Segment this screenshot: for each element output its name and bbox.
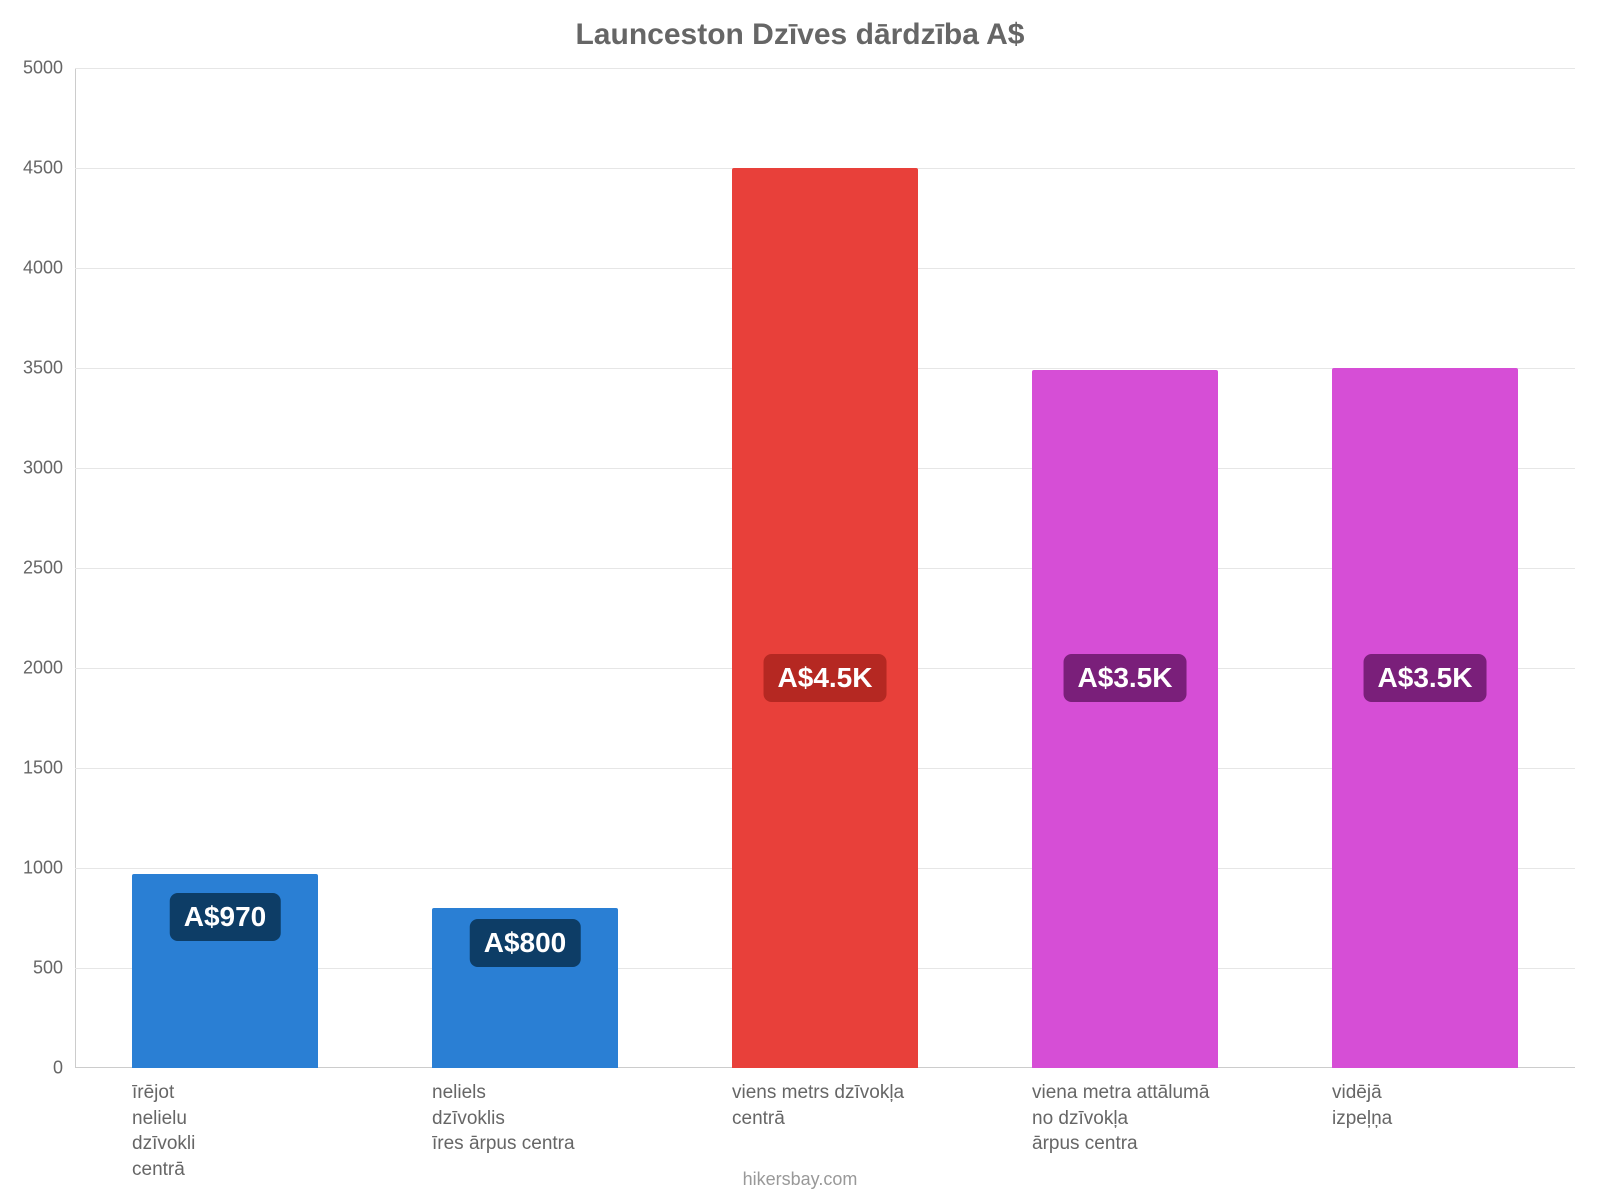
y-tick-label: 3000 bbox=[0, 458, 63, 479]
bar bbox=[732, 168, 918, 1068]
chart-title: Launceston Dzīves dārdzība A$ bbox=[0, 18, 1600, 52]
bar bbox=[1332, 368, 1518, 1068]
gridline bbox=[75, 68, 1575, 69]
y-tick-label: 500 bbox=[0, 958, 63, 979]
value-badge: A$970 bbox=[170, 893, 281, 941]
value-badge: A$3.5K bbox=[1064, 654, 1187, 702]
value-badge: A$4.5K bbox=[764, 654, 887, 702]
y-tick-label: 2500 bbox=[0, 558, 63, 579]
x-tick-label: īrējot nelielu dzīvokli centrā bbox=[132, 1080, 378, 1183]
x-tick-label: neliels dzīvoklis īres ārpus centra bbox=[432, 1080, 678, 1157]
x-tick-label: viena metra attālumā no dzīvokļa ārpus c… bbox=[1032, 1080, 1278, 1157]
y-tick-label: 3500 bbox=[0, 358, 63, 379]
bar bbox=[1032, 370, 1218, 1068]
y-tick-label: 0 bbox=[0, 1058, 63, 1079]
y-tick-label: 5000 bbox=[0, 58, 63, 79]
cost-of-living-chart: Launceston Dzīves dārdzība A$ A$970 A$800… bbox=[0, 0, 1600, 1200]
x-tick-label: viens metrs dzīvokļa centrā bbox=[732, 1080, 978, 1131]
y-tick-label: 1500 bbox=[0, 758, 63, 779]
y-tick-label: 2000 bbox=[0, 658, 63, 679]
plot-area: A$970 A$800 A$4.5K A$3.5K A$3.5K bbox=[75, 68, 1575, 1068]
y-tick-label: 4000 bbox=[0, 258, 63, 279]
y-tick-label: 4500 bbox=[0, 158, 63, 179]
attribution-text: hikersbay.com bbox=[0, 1169, 1600, 1190]
y-tick-label: 1000 bbox=[0, 858, 63, 879]
value-badge: A$800 bbox=[470, 919, 581, 967]
x-tick-label: vidējā izpeļņa bbox=[1332, 1080, 1578, 1131]
value-badge: A$3.5K bbox=[1364, 654, 1487, 702]
